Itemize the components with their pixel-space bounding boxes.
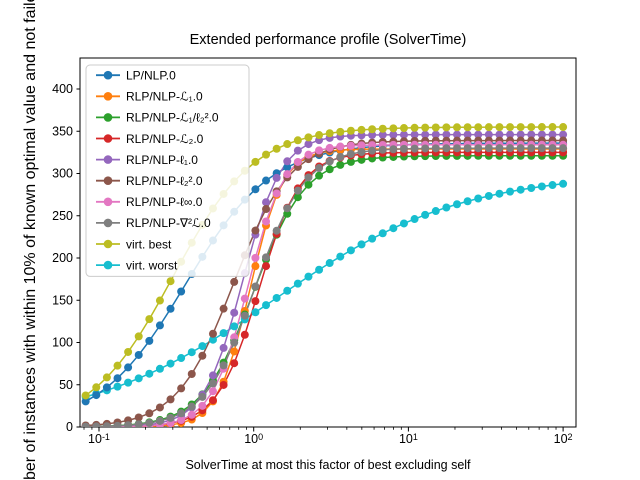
- svg-text:150: 150: [52, 293, 73, 307]
- svg-text:SolverTime at most this factor: SolverTime at most this factor of best e…: [185, 458, 471, 472]
- svg-text:200: 200: [52, 251, 73, 265]
- svg-text:RLP/NLP-ℒ₁.0: RLP/NLP-ℒ₁.0: [126, 90, 203, 104]
- svg-text:100: 100: [244, 432, 263, 446]
- svg-text:Extended performance profile (: Extended performance profile (SolverTime…: [190, 32, 467, 48]
- svg-text:RLP/NLP-ℒ₂.0: RLP/NLP-ℒ₂.0: [126, 132, 204, 146]
- svg-text:LP/NLP.0: LP/NLP.0: [126, 69, 176, 83]
- svg-text:100: 100: [52, 336, 73, 350]
- svg-text:50: 50: [59, 378, 73, 392]
- svg-text:RLP/NLP-ℓ∞.0: RLP/NLP-ℓ∞.0: [126, 195, 203, 209]
- svg-text:400: 400: [52, 82, 73, 96]
- svg-text:virt. worst: virt. worst: [126, 258, 178, 272]
- svg-text:RLP/NLP-ℒ₁/ℓ₂².0: RLP/NLP-ℒ₁/ℓ₂².0: [126, 111, 219, 125]
- svg-text:101: 101: [399, 432, 418, 446]
- svg-text:RLP/NLP-ℓ₁.0: RLP/NLP-ℓ₁.0: [126, 153, 198, 167]
- svg-text:0: 0: [66, 420, 73, 434]
- svg-text:300: 300: [52, 167, 73, 181]
- svg-text:RLP/NLP-∇²ℒ.0: RLP/NLP-∇²ℒ.0: [126, 216, 211, 230]
- svg-text:102: 102: [554, 432, 573, 446]
- svg-text:350: 350: [52, 124, 73, 138]
- svg-text:10-1: 10-1: [88, 432, 110, 446]
- svg-text:Number of instances with withi: Number of instances with within 10% of k…: [22, 0, 39, 480]
- svg-text:RLP/NLP-ℓ₂².0: RLP/NLP-ℓ₂².0: [126, 174, 203, 188]
- svg-text:virt. best: virt. best: [126, 237, 172, 251]
- svg-text:250: 250: [52, 209, 73, 223]
